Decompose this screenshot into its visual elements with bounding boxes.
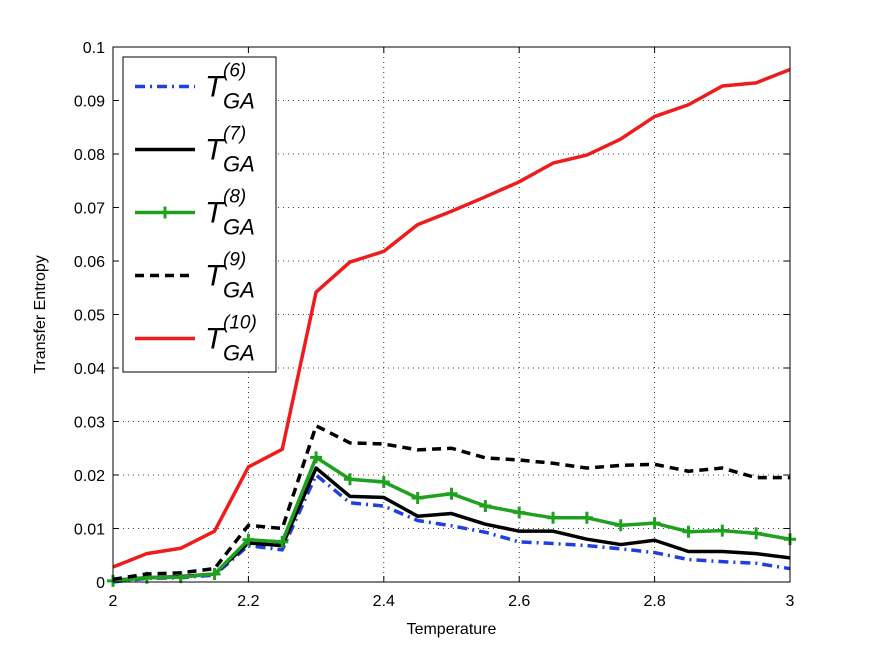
series-2-point: [479, 500, 492, 513]
x-tick-label: 2.2: [237, 593, 259, 610]
y-tick-label: 0: [96, 575, 105, 592]
legend-label-1: T: [205, 134, 226, 167]
x-tick-label: 2: [109, 593, 118, 610]
series-2-point: [580, 511, 593, 524]
legend-label-sub-0: GA: [223, 89, 255, 114]
y-tick-label: 0.09: [74, 94, 105, 111]
series-2-point: [242, 533, 255, 546]
legend-label-3: T: [205, 260, 226, 293]
series-2-point: [343, 473, 356, 486]
y-tick-label: 0.07: [74, 201, 105, 218]
series-4-group: [112, 67, 791, 569]
legend-box: [122, 56, 277, 373]
series-2-point: [411, 492, 424, 505]
series-3-line: [112, 424, 790, 582]
legend-label-sup-2: (8): [223, 187, 246, 208]
y-axis-title: Transfer Entropy: [32, 255, 49, 374]
series-2-point: [682, 525, 695, 538]
axis-ticks: 2 2.2 2.4 2.6 2.8 3 0 0.01 0.02 0.03 0.04 0.05 0.06 0…: [74, 40, 795, 610]
y-tick-label: 0.06: [74, 254, 105, 271]
series-2-point: [547, 511, 560, 524]
series-2-point: [445, 487, 458, 500]
series-2-point: [208, 567, 221, 580]
y-tick-label: 0.03: [74, 415, 105, 432]
series-2-point: [614, 519, 627, 532]
y-tick-label: 0.01: [74, 522, 105, 539]
legend-label-sub-2: GA: [223, 215, 255, 240]
grid-lines: [113, 47, 790, 582]
series-2-group: [107, 451, 796, 587]
series-4-line: [112, 67, 791, 569]
y-tick-label: 0.02: [74, 468, 105, 485]
legend-label-sup-4: (10): [223, 313, 257, 334]
legend-label-4: T: [205, 323, 226, 356]
series-2-point: [750, 527, 763, 540]
x-tick-label: 2.4: [373, 593, 395, 610]
x-tick-label: 3: [786, 593, 795, 610]
legend-label-sup-1: (7): [223, 124, 246, 145]
y-tick-label: 0.1: [83, 40, 105, 57]
y-tick-label: 0.08: [74, 147, 105, 164]
legend-label-sup-0: (6): [223, 61, 246, 82]
series-3-group: [112, 424, 790, 582]
series-2-point: [513, 506, 526, 519]
legend-label-sup-3: (9): [223, 250, 246, 271]
legend-label-sub-4: GA: [223, 341, 255, 366]
legend-label-sub-1: GA: [223, 152, 255, 177]
y-tick-label: 0.05: [74, 308, 105, 325]
legend-label-2: T: [205, 197, 226, 230]
x-axis-title: Temperature: [407, 621, 497, 638]
series-2-point: [310, 451, 323, 464]
series-2-point: [276, 535, 289, 548]
series-2-point: [648, 517, 661, 530]
legend-label-0: T: [205, 71, 226, 104]
x-tick-label: 2.6: [508, 593, 530, 610]
y-tick-label: 0.04: [74, 361, 105, 378]
series-2-point: [716, 524, 729, 537]
legend-swatch-marker-2: [159, 206, 171, 219]
series-2-point: [377, 475, 390, 488]
series-layer: [107, 67, 796, 587]
x-tick-label: 2.8: [643, 593, 665, 610]
legend: T (6)GAT (7)GAT (8)GAT (9)GAT (10)GA: [122, 56, 277, 373]
legend-label-sub-3: GA: [223, 278, 255, 303]
